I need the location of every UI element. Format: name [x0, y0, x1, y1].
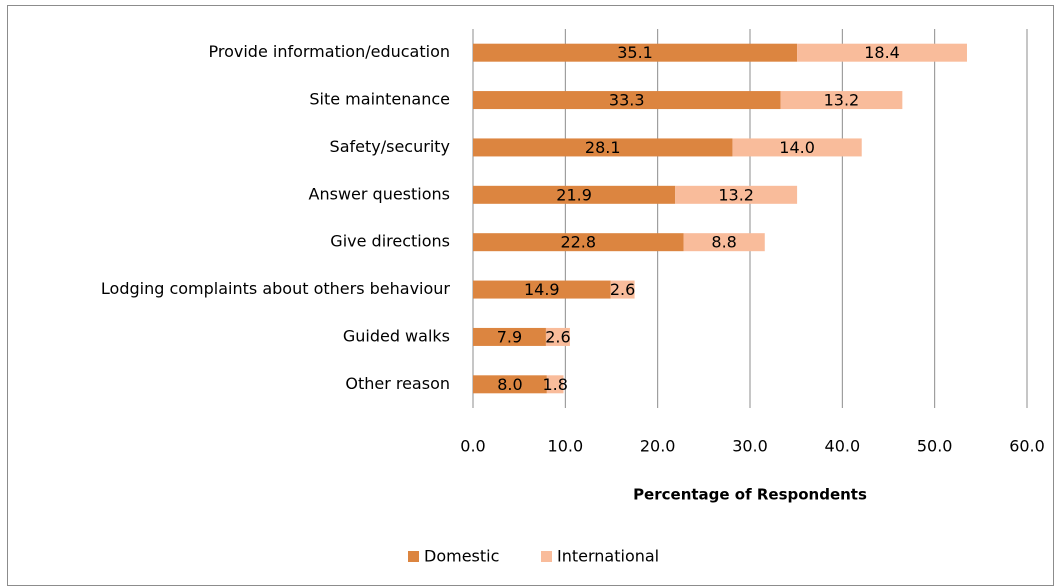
data-label: 28.1 — [585, 138, 621, 157]
data-label: 13.2 — [824, 91, 860, 110]
x-tick-label: 20.0 — [640, 437, 676, 456]
data-label: 1.8 — [542, 375, 567, 394]
y-tick-label: Answer questions — [309, 184, 450, 203]
data-label: 8.0 — [497, 375, 522, 394]
y-tick-label: Lodging complaints about others behaviou… — [101, 279, 451, 298]
legend-label: International — [557, 547, 659, 566]
x-tick-label: 0.0 — [460, 437, 485, 456]
bar-segment — [683, 233, 765, 252]
y-tick-label: Give directions — [330, 232, 450, 251]
data-label: 14.0 — [779, 138, 815, 157]
bar-segment — [473, 280, 611, 299]
bar-segment — [780, 91, 903, 110]
data-label: 8.8 — [711, 233, 736, 252]
data-label: 33.3 — [609, 91, 645, 110]
data-label: 22.8 — [560, 233, 596, 252]
y-tick-label: Other reason — [345, 374, 450, 393]
data-label: 2.6 — [545, 327, 570, 346]
x-axis-title: Percentage of Respondents — [633, 486, 867, 504]
x-tick-label: 50.0 — [917, 437, 953, 456]
data-label: 13.2 — [718, 185, 754, 204]
x-tick-label: 40.0 — [825, 437, 861, 456]
x-tick-label: 60.0 — [1009, 437, 1045, 456]
data-label: 14.9 — [524, 280, 560, 299]
y-tick-label: Guided walks — [343, 326, 450, 345]
legend-label: Domestic — [424, 547, 499, 566]
bar-segment — [473, 91, 781, 110]
bar-segment — [675, 185, 798, 204]
bar-segment — [473, 233, 684, 252]
bar-segment — [473, 138, 733, 157]
data-label: 2.6 — [610, 280, 635, 299]
data-label: 35.1 — [617, 43, 653, 62]
bar-segment — [473, 43, 798, 62]
x-tick-label: 10.0 — [548, 437, 584, 456]
y-tick-label: Provide information/education — [208, 42, 450, 61]
bar-segment — [473, 375, 547, 394]
x-tick-label: 30.0 — [732, 437, 768, 456]
legend-swatch — [541, 551, 552, 562]
y-tick-label: Safety/security — [330, 137, 450, 156]
bar-segment — [610, 280, 635, 299]
bar-segment — [732, 138, 862, 157]
data-label: 21.9 — [556, 185, 592, 204]
bar-segment — [473, 185, 676, 204]
legend-swatch — [408, 551, 419, 562]
bar-segment — [545, 327, 570, 346]
bar-segment — [546, 375, 564, 394]
bar-segment — [473, 327, 546, 346]
y-tick-label: Site maintenance — [309, 90, 450, 109]
bar-segment — [797, 43, 967, 62]
data-label: 7.9 — [497, 327, 522, 346]
data-label: 18.4 — [864, 43, 900, 62]
